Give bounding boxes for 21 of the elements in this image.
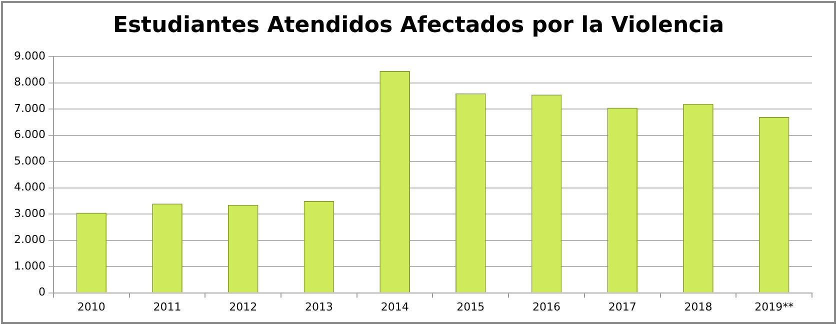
y-tick-label: 9.000 bbox=[14, 49, 46, 62]
x-tick-label: 2010 bbox=[77, 300, 106, 314]
x-tick-label: 2017 bbox=[608, 300, 636, 314]
y-tick-label: 6.000 bbox=[14, 128, 46, 142]
x-tick-label: 2019** bbox=[754, 300, 794, 314]
y-tick-label: 7.000 bbox=[14, 102, 46, 115]
y-tick-label: 3.000 bbox=[14, 206, 46, 220]
y-tick-label: 0 bbox=[38, 286, 46, 299]
x-tick-label: 2011 bbox=[153, 300, 182, 314]
y-tick-label: 8.000 bbox=[14, 76, 46, 89]
x-tick-label: 2015 bbox=[456, 300, 485, 314]
x-tick-label: 2013 bbox=[304, 300, 333, 314]
y-tick-label: 2.000 bbox=[14, 233, 46, 246]
x-tick-label: 2016 bbox=[532, 300, 561, 314]
x-tick-label: 2018 bbox=[684, 300, 712, 314]
y-tick-label: 4.000 bbox=[14, 180, 46, 194]
chart-title: Estudiantes Atendidos Afectados por la Violencia bbox=[112, 13, 726, 38]
y-tick-label: 5.000 bbox=[14, 154, 46, 168]
x-tick-label: 2014 bbox=[380, 300, 409, 314]
x-tick-label: 2012 bbox=[229, 300, 258, 314]
y-tick-label: 1.000 bbox=[14, 259, 46, 272]
